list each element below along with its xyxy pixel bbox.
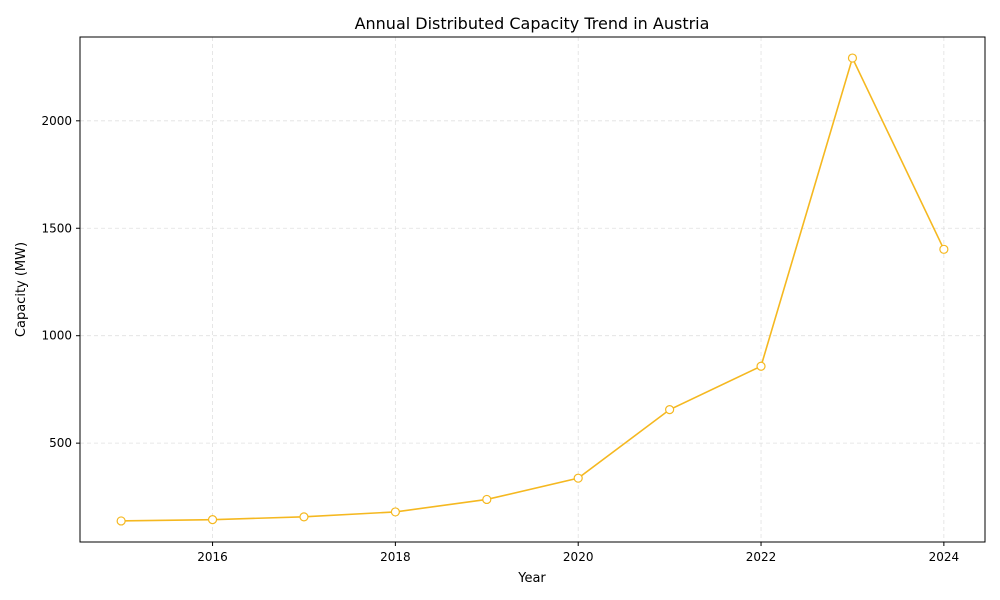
y-tick-label: 2000 xyxy=(41,114,72,128)
data-point xyxy=(299,512,309,522)
data-point xyxy=(665,405,675,415)
data-point xyxy=(482,494,492,505)
data-point xyxy=(939,244,949,254)
grid-layer xyxy=(80,37,985,542)
x-tick-label: 2024 xyxy=(929,550,960,564)
x-tick-label: 2020 xyxy=(563,550,594,564)
y-axis-label: Capacity (MW) xyxy=(14,242,29,337)
data-point xyxy=(847,53,858,63)
y-tick-label: 1000 xyxy=(41,329,72,343)
data-point xyxy=(573,473,583,483)
data-point xyxy=(390,507,400,517)
y-tick-label: 1500 xyxy=(41,221,72,235)
x-tick-label: 2016 xyxy=(197,550,228,564)
x-tick-label: 2022 xyxy=(746,550,777,564)
data-point xyxy=(756,361,766,371)
chart-title: Annual Distributed Capacity Trend in Aus… xyxy=(355,14,710,33)
tick-layer: 2016 2018 2020 2022 2024 500 1000 1500 2000 xyxy=(41,114,959,564)
data-point xyxy=(116,516,126,526)
data-point xyxy=(207,515,218,525)
series-layer xyxy=(116,53,949,526)
series-line xyxy=(121,55,945,522)
plot-area xyxy=(79,36,986,543)
x-axis-label: Year xyxy=(517,571,546,586)
y-tick-label: 500 xyxy=(49,436,72,450)
x-tick-label: 2018 xyxy=(380,550,411,564)
